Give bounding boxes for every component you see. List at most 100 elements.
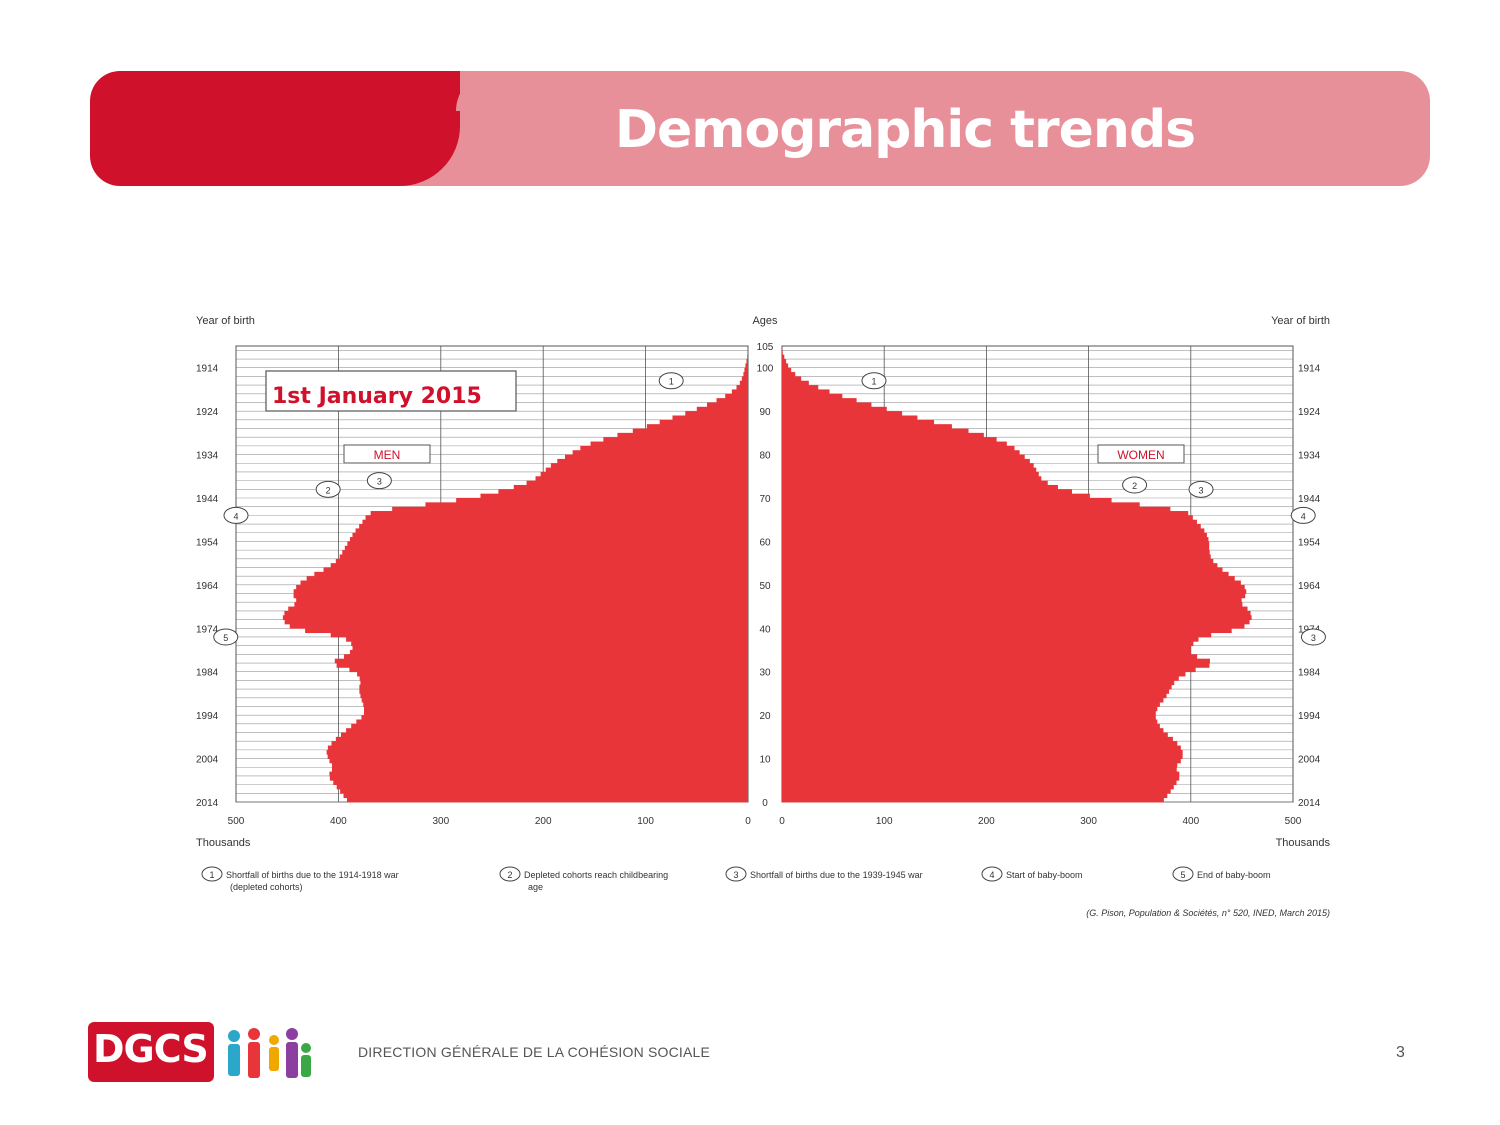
men-bar (347, 541, 748, 547)
men-bar (344, 654, 748, 660)
men-bar (333, 780, 748, 786)
men-bar (327, 745, 748, 751)
men-bar (349, 537, 748, 542)
women-bar (782, 754, 1183, 759)
women-label-box (1097, 444, 1185, 464)
men-x-tick-label: 100 (637, 816, 654, 827)
men-bar (425, 502, 748, 508)
men-bar (340, 788, 748, 794)
men-bar (513, 484, 748, 490)
callout-number: 4 (233, 511, 238, 521)
men-bar (343, 793, 748, 799)
women-bar (782, 411, 903, 416)
women-bar (782, 441, 1007, 447)
men-bar (346, 728, 748, 733)
callout-marker (1188, 480, 1214, 498)
women-bar (782, 788, 1171, 794)
women-bar (782, 415, 918, 421)
men-bar (580, 445, 748, 451)
women-bar (782, 728, 1164, 733)
page-number: 3 (1396, 1044, 1405, 1061)
callout-number: 2 (326, 485, 331, 495)
legend-number: 1 (209, 870, 214, 880)
women-bar (782, 563, 1218, 568)
men-bar (329, 758, 748, 764)
callout-marker (366, 472, 392, 490)
callout-number: 1 (669, 377, 674, 387)
women-bar (782, 706, 1158, 712)
men-bar (284, 610, 748, 616)
women-bar (782, 432, 984, 438)
women-bar (782, 597, 1242, 603)
men-bar (349, 650, 748, 655)
x-unit-label-left: Thousands (196, 837, 251, 849)
women-bar (782, 693, 1167, 699)
chart-source: (G. Pison, Population & Sociétés, n° 520… (1086, 908, 1330, 918)
men-bar (296, 597, 748, 603)
page-title: Demographic trends (614, 100, 1196, 160)
men-bar (359, 689, 748, 694)
age-axis-label: Ages (752, 315, 778, 327)
year-tick-label-right: 1954 (1298, 537, 1321, 548)
callout-number: 3 (377, 477, 382, 487)
women-bar (782, 771, 1180, 777)
women-label: WOMEN (1117, 448, 1164, 462)
callout-marker (658, 372, 684, 390)
women-bar (782, 654, 1198, 660)
men-bar (743, 372, 748, 377)
women-bar (782, 467, 1037, 473)
callout-number: 5 (223, 633, 228, 643)
men-bar (339, 554, 748, 560)
callout-marker (223, 506, 249, 524)
dgcs-logo-text: DGCS (93, 1027, 209, 1071)
women-bar (782, 602, 1243, 607)
men-bar (526, 480, 748, 486)
callout-number: 2 (1132, 481, 1137, 491)
age-tick-label: 90 (759, 407, 771, 418)
men-bar (480, 493, 748, 499)
women-bar (782, 389, 830, 395)
women-bar (782, 498, 1112, 503)
women-bar (782, 354, 785, 360)
men-bar (351, 641, 748, 647)
women-bar (782, 715, 1156, 720)
age-tick-label: 50 (759, 581, 771, 592)
men-bar (296, 584, 748, 590)
men-bar (572, 450, 748, 455)
men-bar (284, 619, 748, 625)
men-bar (736, 385, 748, 390)
callout-marker (1290, 506, 1316, 524)
men-bar (336, 663, 748, 668)
year-tick-label-left: 1994 (196, 711, 219, 722)
men-bar (498, 489, 748, 495)
women-x-tick-label: 200 (978, 816, 995, 827)
dgcs-logo (88, 1022, 214, 1082)
women-bar (782, 736, 1173, 742)
women-bar (782, 350, 783, 356)
women-bar (782, 393, 843, 399)
men-bar (332, 767, 748, 772)
callout-marker (1300, 628, 1326, 646)
women-bar (782, 532, 1207, 538)
men-bar (336, 784, 748, 790)
women-bar (782, 589, 1247, 594)
legend-marker (201, 866, 223, 882)
men-bar (329, 775, 748, 781)
women-bar (782, 545, 1210, 551)
age-tick-label: 0 (762, 798, 768, 809)
men-bar (330, 563, 748, 568)
age-tick-label: 40 (759, 624, 771, 635)
women-bar (782, 762, 1178, 768)
age-tick-label: 10 (759, 755, 771, 766)
men-bar (364, 710, 748, 716)
women-bar (782, 567, 1223, 573)
women-bar (782, 684, 1172, 690)
men-bar (731, 389, 748, 395)
men-bar (632, 428, 748, 434)
men-bar (342, 550, 748, 555)
men-bar (346, 797, 748, 803)
year-tick-label-right: 1914 (1298, 364, 1321, 375)
age-tick-label: 100 (757, 364, 774, 375)
callout-marker (1122, 476, 1148, 494)
women-bar (782, 480, 1048, 486)
